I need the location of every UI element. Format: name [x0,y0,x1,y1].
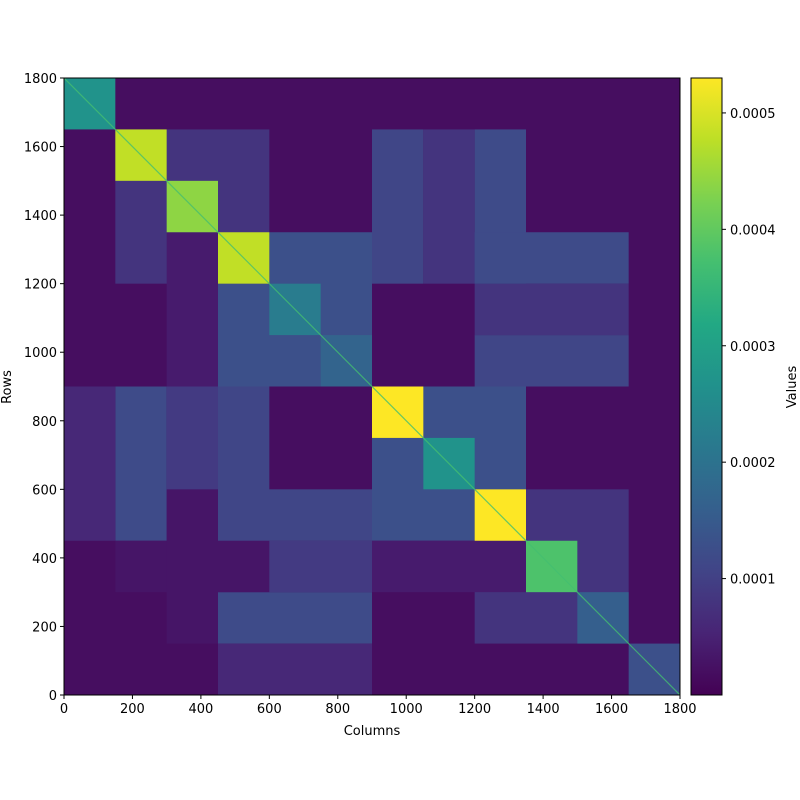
colorbar-tick-label: 0.0004 [730,223,776,238]
colorbar-tick-label: 0.0003 [730,340,776,355]
x-tick-label: 0 [60,702,68,717]
x-tick-label: 600 [257,702,282,717]
colorbar-ticks: 0.0001 0.0002 0.0003 0.0004 0.0005 [722,107,776,588]
x-axis-label: Columns [344,724,401,739]
x-tick-label: 1200 [458,702,491,717]
heatmap-cell [474,232,629,284]
plot-frame [63,77,681,696]
heatmap-cell [218,489,372,541]
heatmap-cell [372,540,526,593]
y-tick-label: 600 [32,483,57,498]
x-tick-label: 200 [120,702,145,717]
x-tick-label: 800 [325,702,350,717]
heatmap-cell [474,283,629,336]
x-tick-label: 1400 [527,702,560,717]
x-axis: 0 200 400 600 800 1000 1200 1400 1600 1800 [60,695,697,717]
heatmap-diagonal-line [64,78,680,695]
x-tick-label: 1600 [595,702,628,717]
heatmap-cell [166,232,218,387]
y-tick-label: 1200 [24,278,57,293]
y-tick-label: 1400 [24,209,57,224]
x-tick-label: 1000 [390,702,423,717]
colorbar-tick-label: 0.0001 [730,573,776,588]
heatmap-cell [218,643,372,695]
y-axis: 0 200 400 600 800 1000 1200 1400 1600 1800 [24,72,64,704]
plot-area [64,78,680,695]
y-axis-label: Rows [0,370,15,404]
heatmap-cell [423,129,475,284]
heatmap-cell [64,386,116,541]
x-tick-label: 1800 [663,702,696,717]
colorbar-tick-label: 0.0002 [730,456,776,471]
y-tick-label: 400 [32,552,57,567]
colorbar [690,77,723,696]
heatmap-cell [474,335,629,387]
y-tick-label: 1800 [24,72,57,87]
heatmap-cell [166,489,218,644]
heatmap-cell [218,592,372,644]
x-tick-label: 400 [188,702,213,717]
y-tick-label: 1000 [24,346,57,361]
y-tick-label: 0 [49,689,57,704]
colorbar-label: Values [785,366,800,409]
y-tick-label: 1600 [24,141,57,156]
heatmap-cell [372,129,424,284]
heatmap-cell [115,386,167,541]
y-tick-label: 200 [32,620,57,635]
y-tick-label: 800 [32,415,57,430]
colorbar-tick-label: 0.0005 [730,107,776,122]
